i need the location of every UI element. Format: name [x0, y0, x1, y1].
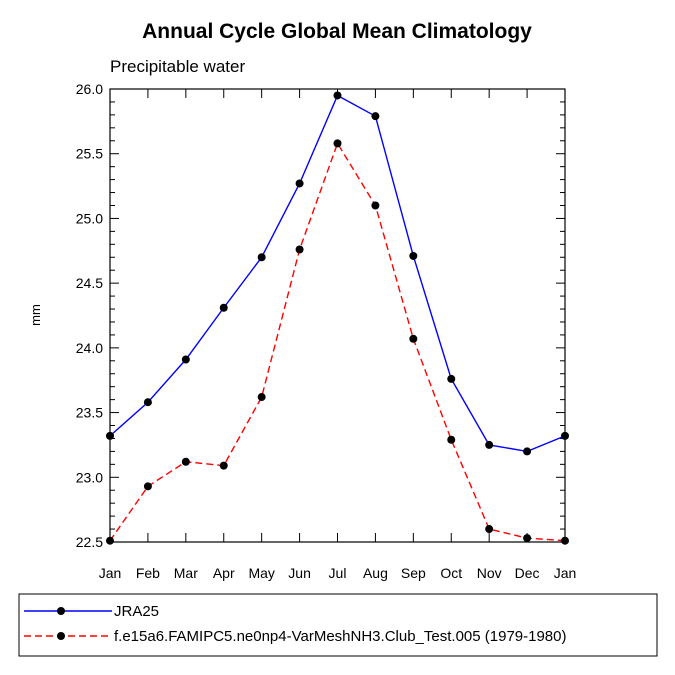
series-2-point — [371, 201, 380, 210]
series-2-point — [219, 461, 228, 470]
x-tick-label: Sep — [401, 565, 426, 581]
series-1-point — [333, 91, 342, 100]
series-1-point — [295, 179, 304, 188]
series-1-point — [219, 303, 228, 312]
series-2-point — [447, 435, 456, 444]
y-tick-label: 22.5 — [76, 534, 103, 550]
y-tick-label: 25.0 — [76, 210, 103, 226]
series-1-point — [447, 374, 456, 383]
series-layer — [106, 91, 569, 545]
series-2-point — [143, 482, 152, 491]
x-tick-label: Dec — [515, 565, 540, 581]
series-2-point — [181, 457, 190, 466]
series-2-point — [333, 139, 342, 148]
legend-box — [18, 593, 658, 657]
y-tick-labels: 22.5 23.0 23.5 24.0 24.5 25.0 25.5 26.0 — [76, 81, 103, 550]
legend-label-1: JRA25 — [114, 603, 159, 620]
x-tick-labels: Jan Feb Mar Apr May Jun Jul Aug Sep Oct Nov Dec Jan — [99, 565, 577, 581]
series-2-point — [523, 534, 532, 543]
series-2-point — [295, 245, 304, 254]
y-tick-label: 24.5 — [76, 275, 103, 291]
x-tick-label: Aug — [363, 565, 388, 581]
x-tick-label: Oct — [440, 565, 462, 581]
series-1-point — [181, 355, 190, 364]
series-line-1 — [109, 94, 566, 453]
y-tick-label: 26.0 — [76, 81, 103, 97]
series-1-point — [523, 447, 532, 456]
legend-label-2: f.e15a6.FAMIPC5.ne0np4-VarMeshNH3.Club_T… — [114, 628, 566, 645]
series-1-point — [143, 398, 152, 407]
series-1-point — [409, 251, 418, 260]
series-2-point — [409, 334, 418, 343]
series-2-point — [485, 525, 494, 534]
legend: JRA25 f.e15a6.FAMIPC5.ne0np4-VarMeshNH3.C… — [24, 603, 566, 645]
y-tick-label: 25.5 — [76, 146, 103, 162]
series-line-2 — [109, 141, 566, 542]
x-tick-label: Feb — [136, 565, 160, 581]
chart-title: Annual Cycle Global Mean Climatology — [142, 20, 532, 43]
x-tick-label: Jan — [554, 565, 577, 581]
x-tick-label: May — [248, 565, 274, 581]
axis-ticks — [109, 88, 566, 543]
x-tick-label: Nov — [477, 565, 502, 581]
plot-frame — [109, 88, 566, 543]
y-tick-label: 23.5 — [76, 405, 103, 421]
y-tick-label: 24.0 — [76, 340, 103, 356]
x-tick-label: Apr — [213, 565, 235, 581]
y-tick-label: 23.0 — [76, 469, 103, 485]
x-tick-label: Mar — [174, 565, 198, 581]
series-2-point — [257, 393, 266, 402]
x-tick-label: Jun — [288, 565, 311, 581]
series-1-point — [371, 112, 380, 121]
series-1-point — [257, 253, 266, 262]
chart-subtitle: Precipitable water — [110, 57, 245, 76]
legend-marker-2 — [57, 632, 65, 640]
series-1-point — [485, 440, 494, 449]
x-tick-label: Jul — [329, 565, 347, 581]
y-axis-label: mm — [28, 304, 43, 326]
legend-marker-1 — [57, 607, 65, 615]
x-tick-label: Jan — [99, 565, 122, 581]
